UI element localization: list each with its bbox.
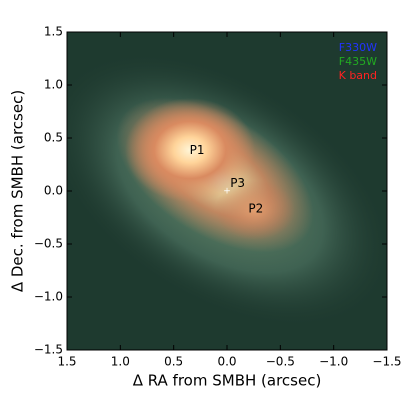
y-tick-label: 1.0 [44, 78, 63, 92]
y-axis-label: Δ Dec. from SMBH (arcsec) [9, 90, 27, 292]
y-tick-label: −0.5 [34, 237, 63, 251]
annotation: P3 [230, 176, 245, 190]
y-tick-label: 1.5 [44, 25, 63, 39]
x-axis-label: Δ RA from SMBH (arcsec) [133, 372, 322, 390]
center-marker: + [223, 187, 231, 197]
legend-label: F435W [339, 55, 377, 68]
x-tick-label: 1.0 [111, 355, 130, 369]
x-tick-label: −1.0 [319, 355, 348, 369]
legend-label: F330W [339, 41, 377, 54]
y-tick-label: −1.0 [34, 290, 63, 304]
x-tick-label: −1.5 [372, 355, 401, 369]
legend-label: K band [339, 69, 377, 82]
x-tick-label: −0.5 [266, 355, 295, 369]
annotation: P2 [248, 202, 263, 216]
sky-image [67, 32, 387, 350]
x-tick-label: 1.5 [57, 355, 76, 369]
y-tick-label: 0.0 [44, 184, 63, 198]
y-tick-label: 0.5 [44, 131, 63, 145]
annotation: P1 [190, 143, 205, 157]
x-tick-label: 0.0 [217, 355, 236, 369]
x-tick-label: 0.5 [164, 355, 183, 369]
y-tick-label: −1.5 [34, 343, 63, 357]
